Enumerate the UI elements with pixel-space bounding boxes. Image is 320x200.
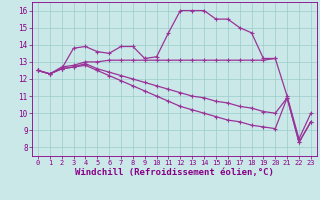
X-axis label: Windchill (Refroidissement éolien,°C): Windchill (Refroidissement éolien,°C) [75,168,274,177]
